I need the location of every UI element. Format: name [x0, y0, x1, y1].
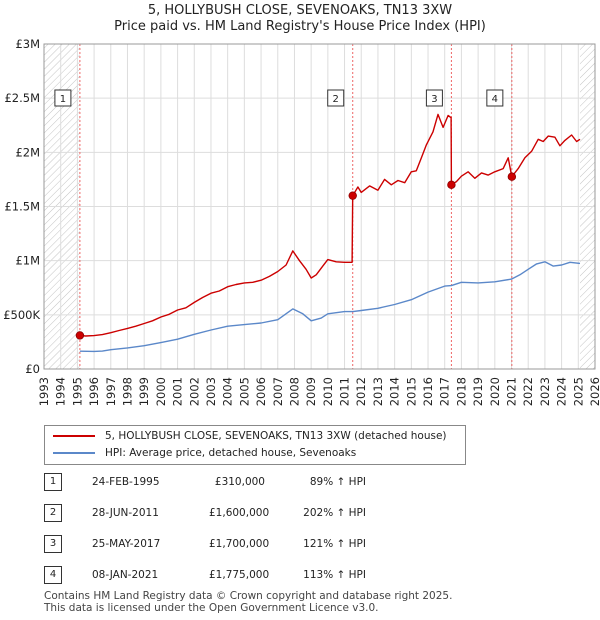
x-tick-label: 2006: [254, 377, 268, 406]
x-tick-label: 2009: [304, 377, 318, 406]
x-tick-label: 2023: [538, 377, 552, 406]
x-tick-label: 2003: [204, 377, 218, 406]
sale-point: [447, 180, 456, 190]
hpi-line-swatch: [53, 452, 95, 454]
sale-marker-label: 4: [492, 94, 498, 105]
sale-price: £1,775,000: [209, 569, 270, 581]
x-tick-label: 2014: [388, 377, 402, 406]
x-tick-label: 2011: [338, 377, 352, 406]
x-tick-label: 2012: [354, 377, 368, 406]
x-tick-label: 1997: [104, 377, 118, 406]
property-price-line: [79, 113, 581, 337]
sale-marker-label: 3: [431, 94, 437, 105]
x-tick-label: 2018: [454, 377, 468, 406]
sale-point: [348, 191, 357, 200]
x-tick-label: 2022: [521, 377, 535, 406]
footer-attribution: Contains HM Land Registry data © Crown c…: [44, 590, 452, 614]
sale-marker-label: 2: [333, 94, 339, 105]
x-tick-label: 2001: [171, 377, 185, 406]
sale-number-badge: 4: [44, 566, 62, 584]
sale-date: 08-JAN-2021: [92, 569, 159, 581]
x-tick-label: 2007: [271, 377, 285, 406]
sale-point: [507, 172, 517, 181]
x-tick-label: 2025: [571, 377, 585, 406]
sale-number-badge: 2: [44, 504, 62, 522]
x-tick-label: 2016: [421, 377, 435, 406]
y-tick-label: £1.5M: [4, 200, 40, 214]
chart-title: 5, HOLLYBUSH CLOSE, SEVENOAKS, TN13 3XW: [147, 3, 453, 18]
sale-date: 28-JUN-2011: [92, 507, 159, 519]
x-tick-label: 2013: [371, 377, 385, 406]
x-tick-label: 2000: [154, 377, 168, 406]
sale-marker-box: [425, 89, 443, 107]
plot-frame: [43, 43, 596, 370]
sale-price: £1,600,000: [209, 507, 270, 519]
sale-date: 24-FEB-1995: [92, 476, 160, 488]
sale-price: £1,700,000: [209, 538, 270, 550]
footer-licence: This data is licensed under the Open Gov…: [44, 602, 379, 614]
x-tick-label: 1993: [37, 377, 51, 406]
x-tick-label: 2017: [438, 377, 452, 406]
sale-marker-box: [486, 89, 504, 107]
x-tick-label: 2010: [321, 377, 335, 406]
sale-marker-box: [327, 89, 345, 107]
sale-marker-label: 1: [60, 94, 66, 105]
x-tick-label: 1999: [137, 377, 151, 406]
x-tick-label: 2020: [488, 377, 502, 406]
sale-number-badge: 1: [44, 473, 62, 491]
sale-number-badge: 3: [44, 535, 62, 553]
sale-hpi-change: 202% ↑ HPI: [303, 507, 366, 519]
sale-hpi-change: 113% ↑ HPI: [303, 569, 366, 581]
sale-marker-box: [54, 89, 72, 107]
sale-row: 1 24-FEB-1995 £310,000 89% ↑ HPI: [44, 472, 444, 492]
sale-row: 2 28-JUN-2011 £1,600,000 202% ↑ HPI: [44, 503, 444, 523]
footer-copyright: Contains HM Land Registry data © Crown c…: [44, 590, 453, 602]
y-tick-label: £3M: [15, 37, 40, 51]
x-tick-label: 2005: [237, 377, 251, 406]
property-line-swatch: [53, 435, 95, 437]
x-tick-label: 2019: [471, 377, 485, 406]
y-tick-label: £0: [25, 362, 40, 376]
x-tick-label: 2002: [187, 377, 201, 406]
x-tick-label: 2004: [221, 377, 235, 406]
sale-row: 3 25-MAY-2017 £1,700,000 121% ↑ HPI: [44, 534, 444, 554]
x-tick-label: 2024: [555, 377, 569, 406]
sale-hpi-change: 121% ↑ HPI: [303, 538, 366, 550]
x-tick-label: 2008: [287, 377, 301, 406]
chart-subtitle: Price paid vs. HM Land Registry's House …: [114, 19, 486, 34]
y-tick-label: £500K: [3, 308, 40, 322]
y-tick-label: £1M: [15, 254, 40, 268]
sale-point: [75, 331, 85, 340]
x-tick-label: 1995: [70, 377, 84, 406]
x-tick-label: 2015: [404, 377, 418, 406]
sale-hpi-change: 89% ↑ HPI: [309, 476, 366, 488]
sale-date: 25-MAY-2017: [92, 538, 161, 550]
legend-label-hpi: HPI: Average price, detached house, Seve…: [105, 447, 357, 459]
legend-label-property: 5, HOLLYBUSH CLOSE, SEVENOAKS, TN13 3XW …: [105, 430, 447, 442]
sale-row: 4 08-JAN-2021 £1,775,000 113% ↑ HPI: [44, 565, 444, 585]
x-tick-label: 2026: [588, 377, 600, 406]
x-tick-label: 1996: [87, 377, 101, 406]
sale-price: £310,000: [214, 476, 265, 488]
chart-legend: 5, HOLLYBUSH CLOSE, SEVENOAKS, TN13 3XW …: [44, 425, 466, 465]
x-tick-label: 1994: [54, 377, 68, 406]
hpi-line: [79, 261, 581, 353]
x-tick-label: 2021: [505, 377, 519, 406]
x-tick-label: 1998: [120, 377, 134, 406]
y-tick-label: £2M: [15, 145, 40, 159]
y-tick-label: £2.5M: [4, 91, 40, 105]
